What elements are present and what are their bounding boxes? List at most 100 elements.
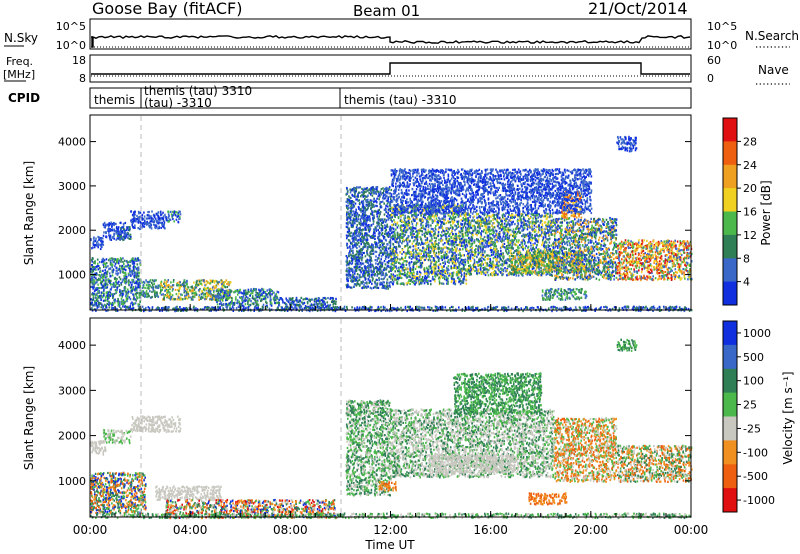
power-cell — [376, 188, 378, 190]
power-cell — [461, 245, 463, 247]
power-cell — [119, 268, 121, 270]
power-cell — [127, 289, 129, 291]
power-cell — [365, 268, 367, 270]
power-cell — [381, 242, 383, 244]
power-cell — [115, 272, 117, 274]
power-cell — [465, 234, 467, 236]
power-cell — [132, 304, 134, 306]
power-cell — [92, 266, 94, 268]
power-cell — [433, 250, 435, 252]
power-cell — [385, 211, 387, 213]
power-cell — [114, 293, 116, 295]
power-cell — [418, 259, 420, 261]
power-cell — [166, 280, 168, 282]
power-cell — [135, 302, 137, 304]
power-cell — [347, 280, 349, 282]
power-cell — [212, 294, 214, 296]
power-cell — [101, 242, 103, 244]
power-cell — [351, 257, 353, 259]
power-cell — [148, 215, 150, 217]
power-cell — [428, 221, 430, 223]
power-cell — [100, 245, 102, 247]
power-cell — [125, 287, 127, 289]
power-cell — [406, 282, 408, 284]
power-cell — [184, 295, 186, 297]
power-cell — [394, 275, 396, 277]
power-cell — [112, 274, 114, 276]
power-cell — [443, 234, 445, 236]
power-cell — [99, 267, 101, 269]
power-cell — [383, 237, 385, 239]
power-cell — [122, 239, 124, 241]
power-cell — [376, 222, 378, 224]
power-cell — [266, 289, 268, 291]
power-cell — [296, 304, 298, 306]
power-cell — [376, 251, 378, 253]
power-cell — [351, 263, 353, 265]
power-cell — [120, 235, 122, 237]
power-cell — [137, 292, 139, 294]
power-cell — [104, 300, 106, 302]
power-cell — [366, 225, 368, 227]
power-cell — [139, 259, 141, 261]
power-cell — [140, 212, 142, 214]
power-cell — [380, 192, 382, 194]
power-cell — [375, 262, 377, 264]
power-cell — [354, 283, 356, 285]
power-cell — [158, 221, 160, 223]
power-cell — [387, 200, 389, 202]
power-cell — [264, 296, 266, 298]
power-cell — [232, 304, 234, 306]
power-cell — [427, 218, 429, 220]
power-cell — [388, 260, 390, 262]
power-cell — [137, 221, 139, 223]
power-cell — [376, 259, 378, 261]
power-cell — [143, 212, 145, 214]
power-cell — [379, 232, 381, 234]
power-cell — [223, 284, 225, 286]
power-cell — [438, 251, 440, 253]
power-cell — [362, 201, 364, 203]
power-cell — [415, 243, 417, 245]
power-cell — [355, 232, 357, 234]
power-cell — [367, 286, 369, 288]
power-cell — [212, 289, 214, 291]
power-cell — [401, 253, 403, 255]
power-cell — [401, 220, 403, 222]
power-cell — [199, 280, 201, 282]
power-cell — [420, 237, 422, 239]
power-cell — [250, 300, 252, 302]
power-cell — [197, 284, 199, 286]
power-cell — [270, 295, 272, 297]
power-cell — [120, 294, 122, 296]
power-cell — [212, 286, 214, 288]
power-cell — [121, 268, 123, 270]
power-cell — [101, 292, 103, 294]
power-cell — [440, 206, 442, 208]
power-cell — [107, 265, 109, 267]
power-cell — [421, 227, 423, 229]
power-cell — [390, 226, 392, 228]
power-cell — [417, 273, 419, 275]
power-cell — [380, 206, 382, 208]
power-cell — [386, 219, 388, 221]
power-cell — [438, 260, 440, 262]
power-cell — [394, 278, 396, 280]
power-cell — [126, 292, 128, 294]
power-cell — [150, 226, 152, 228]
power-cell — [316, 298, 318, 300]
power-cell — [370, 187, 372, 189]
power-cell — [133, 262, 135, 264]
power-cell — [438, 229, 440, 231]
power-cell — [418, 253, 420, 255]
power-cell — [173, 284, 175, 286]
power-cell — [380, 250, 382, 252]
power-cell — [151, 282, 153, 284]
power-cell — [108, 303, 110, 305]
power-cell — [433, 263, 435, 265]
power-cell — [419, 232, 421, 234]
power-cell — [411, 232, 413, 234]
power-cell — [122, 279, 124, 281]
power-cell — [420, 224, 422, 226]
power-cell — [137, 227, 139, 229]
